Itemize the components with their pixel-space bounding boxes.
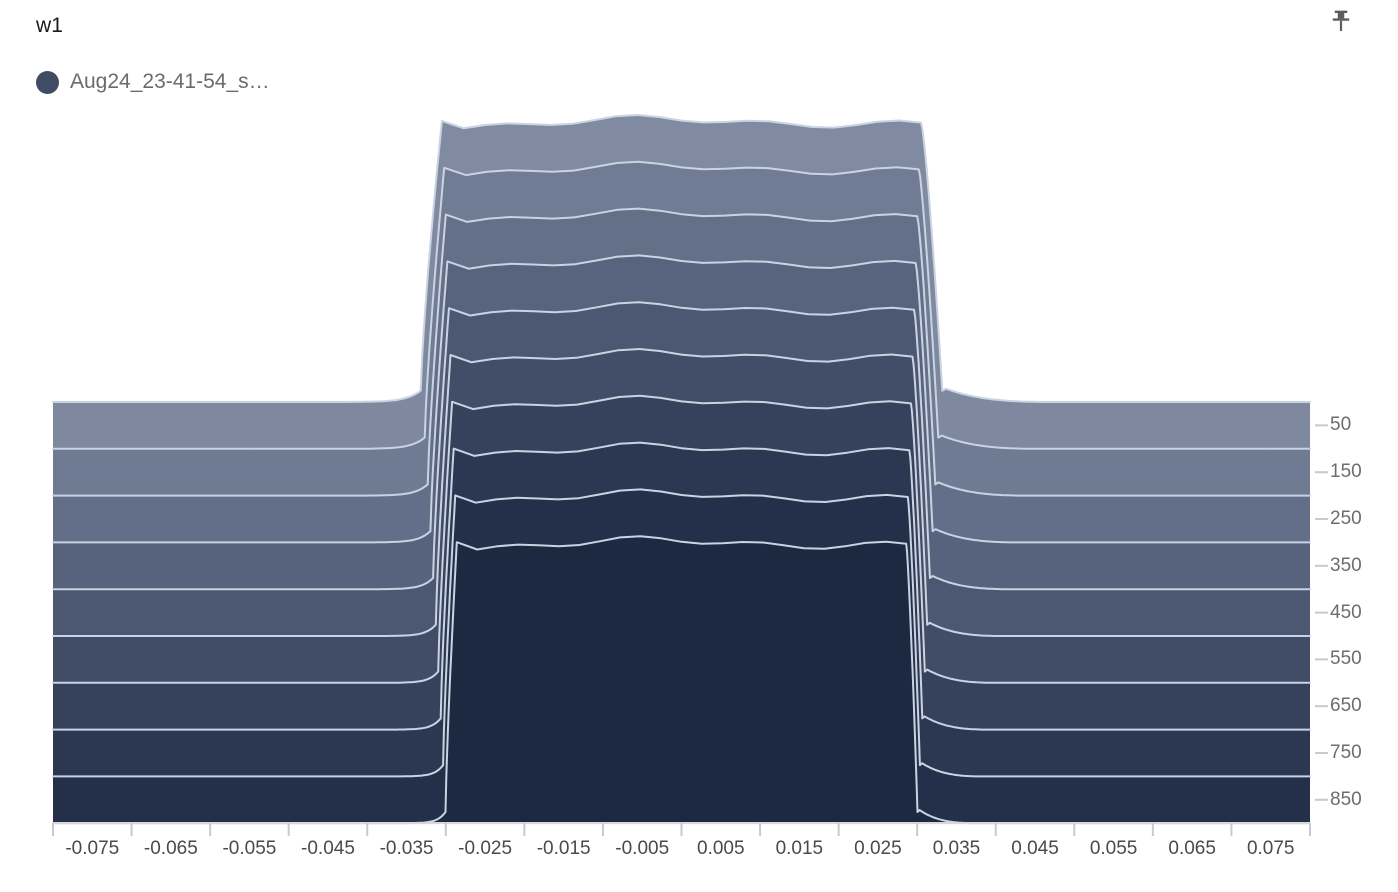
x-axis [52, 822, 1311, 836]
x-tick-label: 0.015 [775, 838, 824, 859]
x-tick-label: -0.075 [65, 838, 120, 859]
y-tick-label: 50 [1330, 414, 1352, 436]
y-tick-label: 150 [1330, 461, 1362, 483]
y-tick-label: 850 [1330, 788, 1362, 810]
legend-swatch-0 [36, 70, 59, 94]
y-tick-label: 450 [1330, 601, 1362, 623]
y-tick-label: 750 [1330, 742, 1362, 763]
y-tick-label: 550 [1330, 648, 1362, 670]
x-tick-label: 0.045 [1011, 838, 1059, 859]
y-tick-label: 650 [1330, 695, 1362, 717]
x-tick-label: 0.065 [1168, 838, 1216, 859]
x-tick-label: -0.055 [222, 838, 277, 859]
x-tick-label: 0.025 [854, 838, 902, 859]
chart-legend: Aug24_23-41-54_s… [36, 66, 270, 98]
x-tick-label: -0.035 [379, 838, 434, 859]
panel-header: w1 [0, 0, 1398, 56]
x-tick-label: -0.005 [615, 838, 670, 859]
y-tick-label: 250 [1330, 508, 1362, 529]
x-tick-label: -0.045 [301, 838, 355, 859]
y-axis [1315, 424, 1328, 801]
pushpin-icon[interactable] [1326, 6, 1356, 36]
legend-label-0[interactable]: Aug24_23-41-54_s… [70, 70, 270, 93]
y-tick-label: 350 [1330, 554, 1362, 576]
x-tick-label: 0.005 [697, 838, 745, 859]
x-tick-label: -0.065 [143, 838, 198, 859]
x-tick-label: 0.055 [1089, 838, 1138, 859]
x-tick-label: 0.075 [1246, 838, 1295, 859]
x-tick-label: -0.025 [458, 838, 513, 859]
x-tick-label: -0.015 [536, 838, 591, 859]
x-tick-label: 0.035 [932, 838, 981, 859]
page-title: w1 [36, 14, 64, 37]
